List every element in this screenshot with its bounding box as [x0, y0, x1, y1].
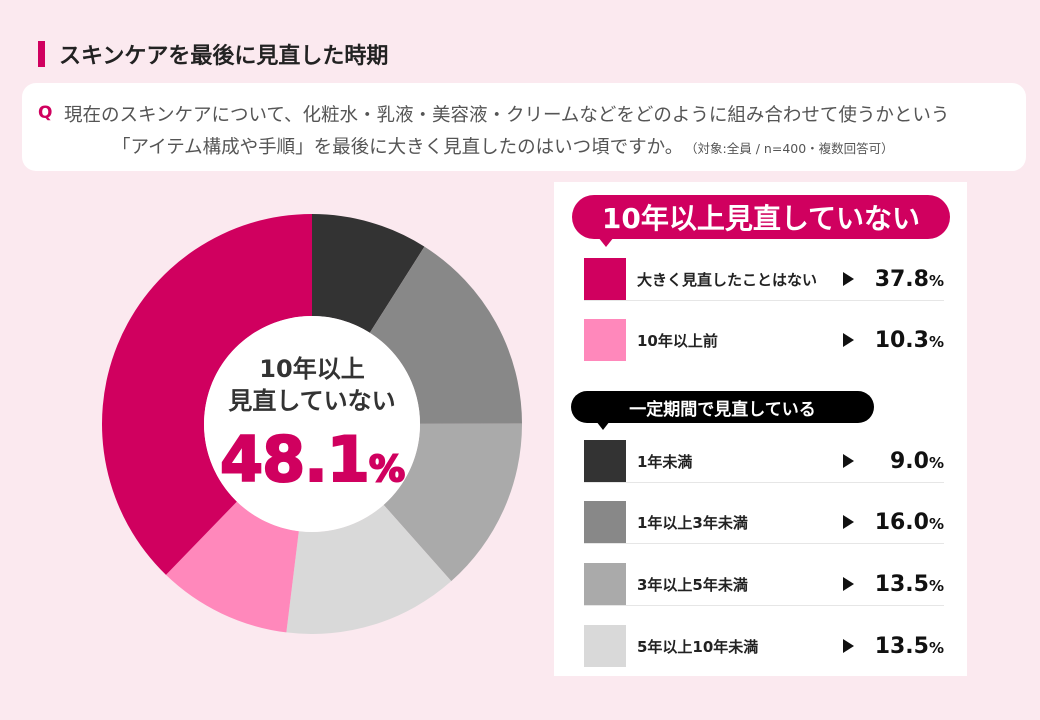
legend-value-number: 10.3	[874, 327, 929, 353]
legend-value-unit: %	[928, 453, 944, 472]
legend-label: 10年以上前	[637, 331, 718, 350]
group-label-reviewed-tail	[596, 421, 610, 430]
legend-value-number: 16.0	[874, 509, 929, 535]
play-arrow-icon	[843, 272, 854, 286]
center-value-number: 48.1	[219, 422, 371, 497]
group-label-reviewed: 一定期間で見直している	[571, 391, 874, 423]
question-box: Q 現在のスキンケアについて、化粧水・乳液・美容液・クリームなどをどのように組み…	[22, 83, 1026, 171]
legend-value-number: 37.8	[874, 266, 929, 292]
donut-slice-3	[286, 504, 452, 634]
legend-label: 1年未満	[637, 452, 693, 471]
donut-slice-0	[312, 214, 425, 333]
donut-slice-1	[369, 246, 522, 424]
question-line-1: 現在のスキンケアについて、化粧水・乳液・美容液・クリームなどをどのように組み合わ…	[64, 105, 950, 126]
center-value-unit: %	[368, 448, 406, 491]
legend-row: 10年以上前 10.3%	[584, 319, 944, 361]
play-arrow-icon	[843, 333, 854, 347]
play-arrow-icon	[843, 454, 854, 468]
legend-swatch	[584, 258, 626, 300]
legend-value: 37.8%	[864, 267, 944, 292]
play-arrow-icon	[843, 639, 854, 653]
legend-value: 16.0%	[864, 510, 944, 535]
center-label-line-2: 見直していない	[228, 386, 396, 415]
legend-label: 大きく見直したことはない	[637, 270, 818, 289]
legend-label: 5年以上10年未満	[637, 637, 759, 656]
play-arrow-icon	[843, 515, 854, 529]
group-label-not-reviewed-tail	[598, 237, 614, 247]
question-line-2-text: 「アイテム構成や手順」を最後に大きく見直したのはいつ頃ですか。	[112, 137, 684, 158]
donut-hole	[204, 316, 420, 532]
legend-value-unit: %	[928, 514, 944, 533]
play-arrow-icon	[843, 577, 854, 591]
question-note: （対象:全員 / n=400・複数回答可）	[691, 141, 894, 156]
legend-value: 9.0%	[864, 449, 944, 474]
donut-slice-5	[102, 214, 312, 575]
center-value: 48.1%	[219, 422, 406, 497]
center-label-line-1: 10年以上	[259, 354, 365, 383]
title-accent-bar	[38, 41, 45, 67]
group-label-not-reviewed: 10年以上見直していない	[572, 195, 950, 239]
donut-center-label: 10年以上 見直していない 48.1%	[102, 214, 522, 634]
legend-value: 13.5%	[864, 572, 944, 597]
legend-value: 10.3%	[864, 328, 944, 353]
donut-chart: 10年以上 見直していない 48.1%	[102, 214, 522, 634]
legend-swatch	[584, 440, 626, 482]
legend-value-unit: %	[928, 332, 944, 351]
legend-value-number: 9.0	[889, 448, 929, 474]
legend-value-number: 13.5	[874, 633, 929, 659]
legend-row: 大きく見直したことはない 37.8%	[584, 258, 944, 301]
legend-value-unit: %	[928, 271, 944, 290]
legend-swatch	[584, 625, 626, 667]
title-bar: スキンケアを最後に見直した時期	[38, 40, 389, 69]
question-mark: Q	[38, 103, 53, 123]
question-line-2: 「アイテム構成や手順」を最後に大きく見直したのはいつ頃ですか。 （対象:全員 / …	[112, 133, 894, 159]
donut-slice-4	[165, 501, 299, 633]
donut-slice-2	[383, 423, 522, 582]
legend-value: 13.5%	[864, 634, 944, 659]
legend-row: 1年以上3年未満 16.0%	[584, 501, 944, 544]
legend-row: 1年未満 9.0%	[584, 440, 944, 483]
legend-value-unit: %	[928, 576, 944, 595]
legend-label: 3年以上5年未満	[637, 575, 748, 594]
legend-row: 5年以上10年未満 13.5%	[584, 625, 944, 667]
legend-swatch	[584, 501, 626, 543]
legend-label: 1年以上3年未満	[637, 513, 748, 532]
legend-row: 3年以上5年未満 13.5%	[584, 563, 944, 606]
donut-svg	[102, 214, 522, 634]
legend-value-unit: %	[928, 638, 944, 657]
page-title: スキンケアを最後に見直した時期	[59, 44, 389, 69]
legend-swatch	[584, 563, 626, 605]
legend-value-number: 13.5	[874, 571, 929, 597]
legend-swatch	[584, 319, 626, 361]
